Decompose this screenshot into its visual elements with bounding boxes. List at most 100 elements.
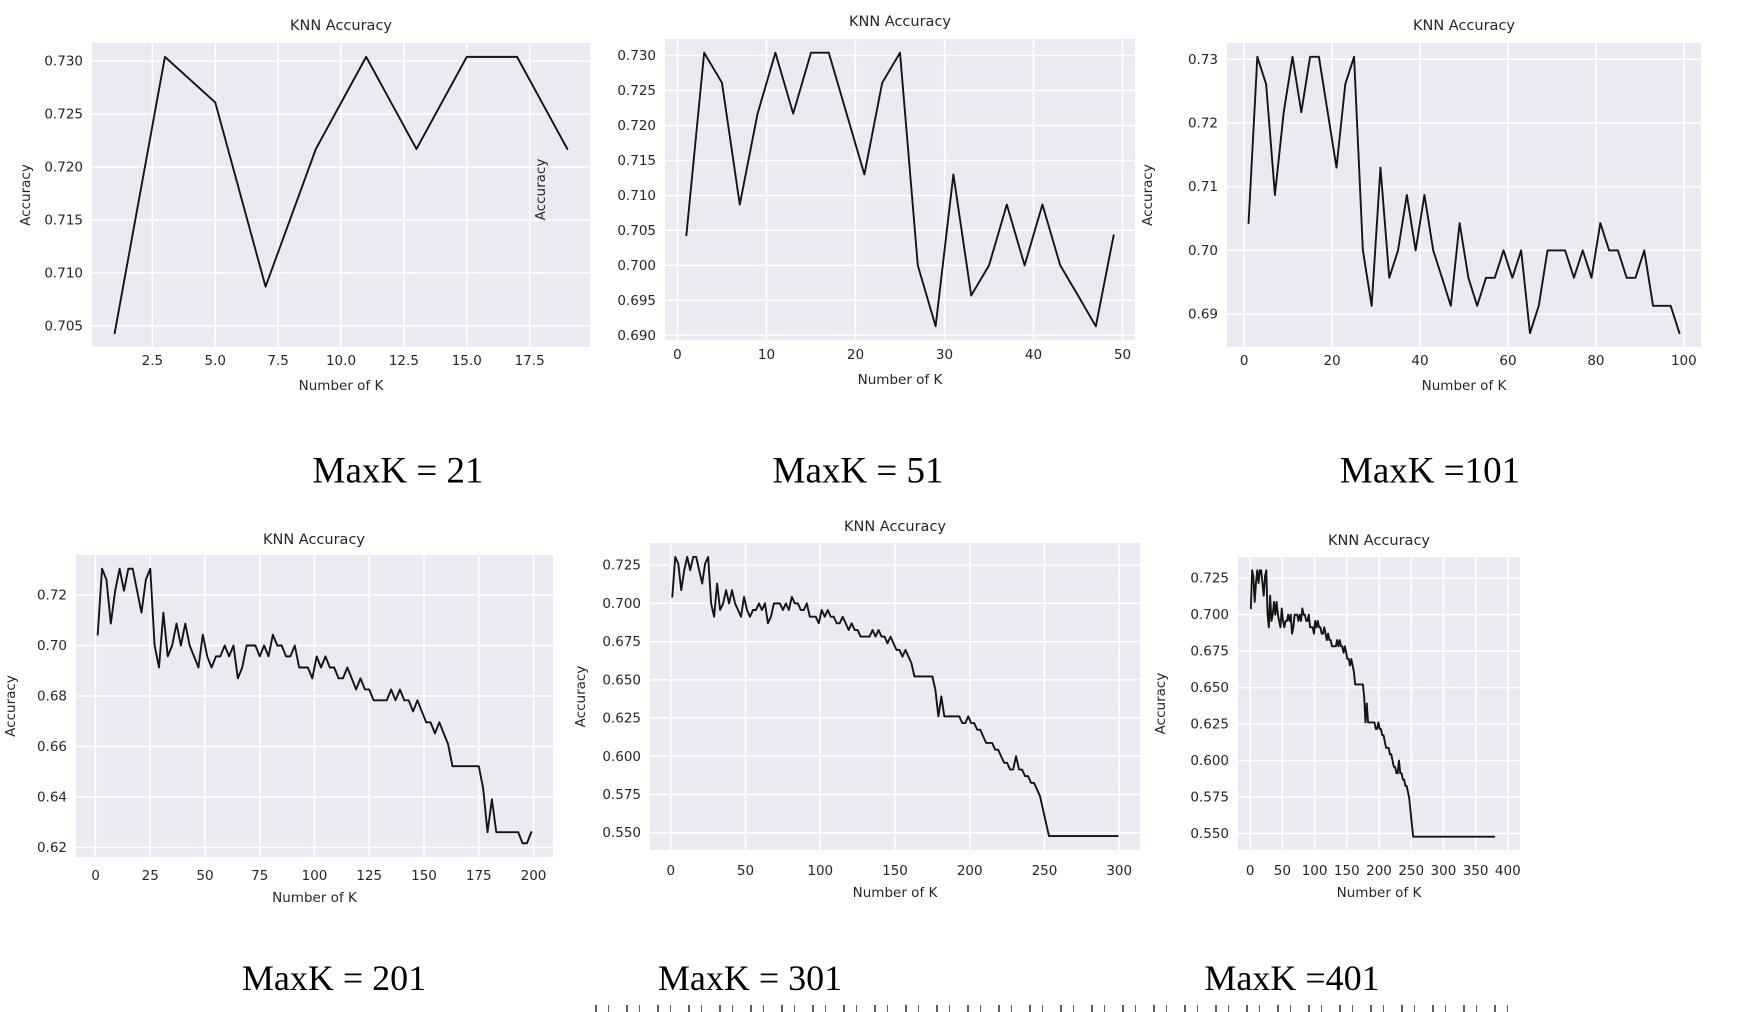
plot-area: [1227, 43, 1701, 347]
x-tick-label: 10.0: [326, 353, 356, 369]
x-tick-label: 50: [1274, 863, 1291, 879]
y-axis-label: Accuracy: [573, 666, 589, 728]
y-axis-label: Accuracy: [18, 164, 34, 226]
caption-maxk-301: MaxK = 301: [657, 958, 843, 998]
x-tick-label: 125: [356, 868, 382, 884]
x-tick-label: 0: [666, 863, 675, 879]
x-tick-label: 50: [737, 863, 754, 879]
y-tick-label: 0.71: [1188, 179, 1218, 195]
y-tick-label: 0.70: [1188, 243, 1218, 259]
x-tick-label: 100: [1671, 353, 1697, 369]
y-tick-label: 0.625: [1190, 717, 1229, 733]
x-tick-label: 80: [1587, 353, 1604, 369]
y-tick-label: 0.575: [1190, 790, 1229, 806]
y-tick-label: 0.725: [1190, 571, 1229, 587]
y-axis-label: Accuracy: [1153, 673, 1169, 735]
y-tick-label: 0.725: [617, 83, 656, 99]
x-tick-label: 50: [1114, 347, 1131, 363]
x-tick-label: 20: [1323, 353, 1340, 369]
x-axis-label: Number of K: [853, 885, 939, 901]
x-axis-label: Number of K: [272, 890, 358, 906]
x-tick-label: 100: [1302, 863, 1328, 879]
chart-title: KNN Accuracy: [844, 519, 946, 535]
y-tick-label: 0.650: [602, 672, 641, 688]
x-tick-label: 17.5: [515, 353, 545, 369]
y-tick-label: 0.710: [44, 265, 83, 281]
x-tick-label: 5.0: [205, 353, 226, 369]
y-tick-label: 0.700: [602, 596, 641, 612]
y-axis-label: Accuracy: [3, 675, 19, 737]
x-tick-label: 150: [1334, 863, 1360, 879]
y-tick-label: 0.550: [1190, 826, 1229, 842]
y-tick-label: 0.720: [44, 159, 83, 175]
x-tick-label: 150: [882, 863, 908, 879]
y-tick-label: 0.69: [1188, 307, 1218, 323]
plot-area: [665, 39, 1135, 340]
x-tick-label: 250: [1032, 863, 1058, 879]
y-tick-label: 0.700: [617, 258, 656, 274]
chart-maxk-101: 0 20 40 60 80 100 0.69 0.70 0.71 0.72 0.73 KNN Accu…: [1140, 18, 1701, 394]
y-tick-label: 0.62: [37, 840, 67, 856]
x-tick-label: 350: [1463, 863, 1489, 879]
y-tick-label: 0.675: [1190, 644, 1229, 660]
x-tick-label: 200: [1366, 863, 1392, 879]
accuracy-line: [671, 556, 1119, 837]
x-tick-label: 200: [521, 868, 547, 884]
y-tick-label: 0.720: [617, 118, 656, 134]
x-tick-label: 0: [1246, 863, 1255, 879]
y-tick-label: 0.730: [44, 54, 83, 70]
y-tick-label: 0.73: [1188, 52, 1218, 68]
x-axis-label: Number of K: [1337, 885, 1423, 901]
caption-maxk-401: MaxK =401: [1204, 958, 1380, 998]
cropped-text-fragment: [595, 1005, 1510, 1012]
accuracy-line: [1249, 569, 1496, 838]
y-tick-label: 0.600: [1190, 753, 1229, 769]
y-tick-label: 0.705: [44, 318, 83, 334]
y-tick-label: 0.64: [37, 790, 67, 806]
y-tick-label: 0.705: [617, 223, 656, 239]
x-tick-label: 12.5: [389, 353, 419, 369]
x-tick-label: 15.0: [452, 353, 482, 369]
x-tick-label: 175: [466, 868, 492, 884]
y-tick-label: 0.72: [1188, 116, 1218, 132]
chart-title: KNN Accuracy: [263, 532, 365, 548]
chart-title: KNN Accuracy: [1413, 18, 1515, 34]
chart-title: KNN Accuracy: [290, 18, 392, 34]
y-tick-label: 0.675: [602, 634, 641, 650]
x-tick-label: 250: [1398, 863, 1424, 879]
x-tick-label: 60: [1499, 353, 1516, 369]
chart-maxk-21: 2.5 5.0 7.5 10.0 12.5 15.0 17.5 0.705 0.710 0.715…: [18, 18, 590, 394]
x-tick-label: 40: [1025, 347, 1042, 363]
x-tick-label: 300: [1106, 863, 1132, 879]
y-tick-label: 0.725: [44, 107, 83, 123]
caption-maxk-101: MaxK =101: [1339, 450, 1521, 492]
y-tick-label: 0.650: [1190, 680, 1229, 696]
x-tick-label: 400: [1495, 863, 1521, 879]
x-axis-label: Number of K: [1422, 378, 1508, 394]
x-tick-label: 75: [251, 868, 268, 884]
x-tick-label: 40: [1411, 353, 1428, 369]
x-tick-label: 300: [1431, 863, 1457, 879]
y-tick-label: 0.725: [602, 558, 641, 574]
y-tick-label: 0.575: [602, 787, 641, 803]
x-tick-label: 25: [142, 868, 159, 884]
x-tick-label: 150: [411, 868, 437, 884]
y-tick-label: 0.66: [37, 739, 67, 755]
x-tick-label: 0: [1240, 353, 1249, 369]
x-tick-label: 7.5: [267, 353, 288, 369]
x-tick-label: 2.5: [142, 353, 163, 369]
x-tick-label: 10: [758, 347, 775, 363]
caption-maxk-51: MaxK = 51: [772, 450, 944, 492]
y-tick-label: 0.710: [617, 188, 656, 204]
chart-title: KNN Accuracy: [1328, 533, 1430, 549]
y-tick-label: 0.600: [602, 749, 641, 765]
chart-title: KNN Accuracy: [849, 14, 951, 30]
y-axis-label: Accuracy: [533, 159, 549, 221]
y-tick-label: 0.730: [617, 48, 656, 64]
chart-maxk-301: 0 50 100 150 200 250 300 0.550 0.575 0.600 0.625 0.…: [573, 519, 1140, 901]
y-tick-label: 0.68: [37, 689, 67, 705]
accuracy-line: [96, 567, 533, 845]
x-axis-label: Number of K: [858, 372, 944, 388]
